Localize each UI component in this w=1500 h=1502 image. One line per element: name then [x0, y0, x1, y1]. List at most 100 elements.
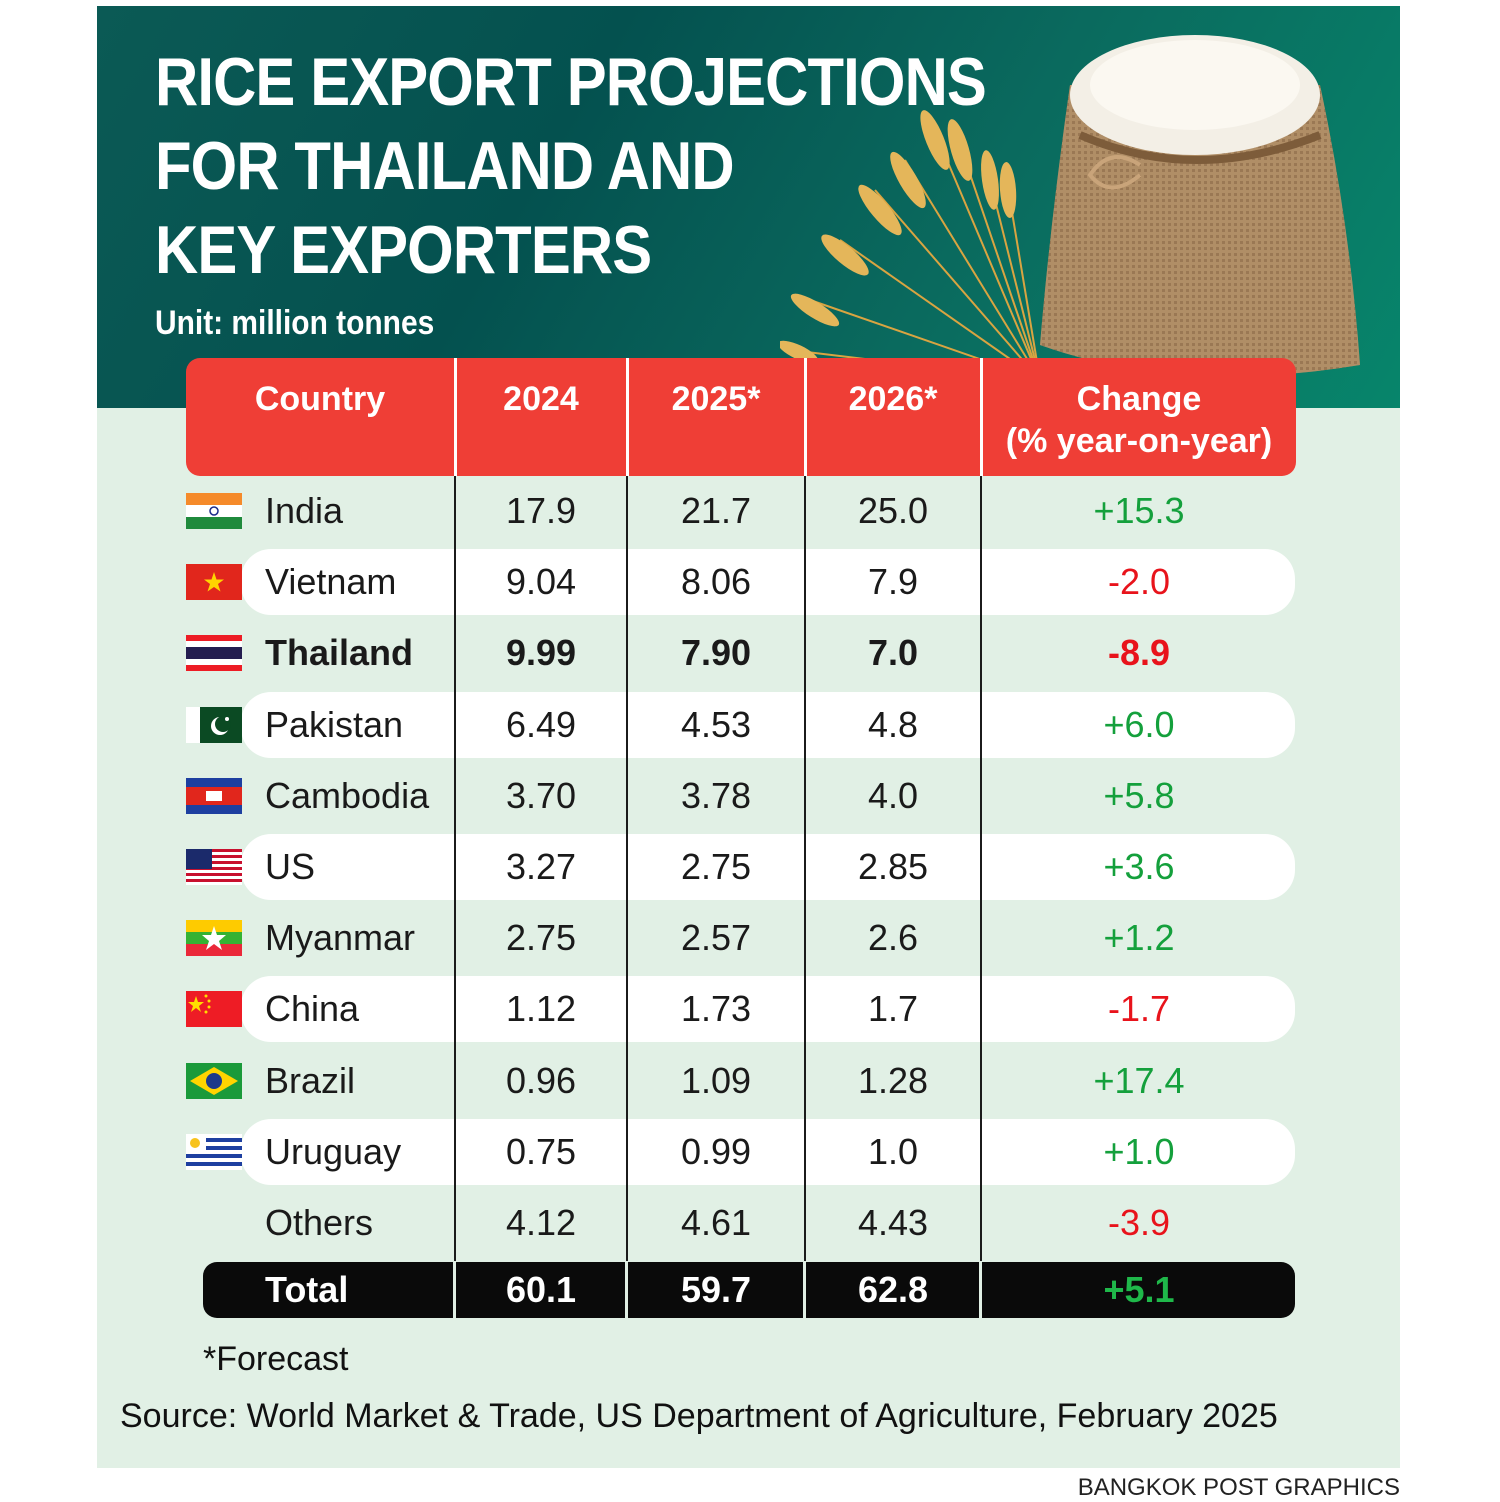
row-band: [241, 549, 1295, 616]
header-divider: [626, 358, 629, 476]
change-value: -3.9: [1107, 1202, 1171, 1243]
country-name: Cambodia: [265, 774, 430, 816]
cambodia-flag-icon: [186, 777, 242, 814]
uruguay-flag-icon: [186, 1133, 242, 1170]
change-value: +15.3: [1093, 490, 1185, 531]
change-value: -1.7: [1107, 988, 1171, 1030]
value-2024: 3.70: [505, 774, 577, 816]
column-header-2026: 2026*: [848, 380, 938, 418]
value-2025: 3.78: [680, 774, 752, 816]
value-2026: 1.7: [867, 988, 919, 1030]
change-value: +3.6: [1103, 846, 1175, 887]
change-value: -8.9: [1107, 632, 1171, 674]
value-2025: 8.06: [680, 561, 752, 603]
source-note: Source: World Market & Trade, US Departm…: [120, 1397, 1278, 1435]
row-band: [241, 976, 1295, 1043]
value-2026: 2.85: [857, 846, 929, 887]
page-title: RICE EXPORT PROJECTIONS FOR THAILAND AND…: [155, 44, 987, 288]
country-name: Brazil: [265, 1059, 356, 1101]
value-2024: 6.49: [505, 703, 577, 745]
change-value: +1.0: [1103, 1130, 1175, 1172]
wheat-illustration-icon: [780, 110, 1041, 380]
value-2026: 2.6: [867, 917, 919, 959]
table-row: Others 4.12 4.61 4.43 -3.9: [186, 1188, 1296, 1258]
total-2026: 62.8: [857, 1269, 929, 1310]
unit-label: Unit: million tonnes: [155, 304, 435, 342]
column-header-2024: 2024: [503, 380, 579, 418]
total-2025: 59.7: [680, 1269, 752, 1310]
value-2025: 21.7: [680, 490, 752, 531]
value-2024: 3.27: [505, 846, 577, 887]
country-name: Myanmar: [265, 917, 416, 959]
change-value: +17.4: [1093, 1059, 1185, 1101]
value-2025: 0.99: [680, 1130, 752, 1172]
value-2026: 7.9: [867, 561, 919, 603]
total-label: Total: [265, 1269, 349, 1310]
column-header-2025: 2025*: [671, 380, 761, 418]
table-row: Thailand 9.99 7.90 7.0 -8.9: [186, 618, 1296, 688]
forecast-note: *Forecast: [203, 1340, 349, 1378]
total-divider: [803, 1262, 806, 1318]
value-2024: 4.12: [505, 1202, 577, 1243]
column-divider: [804, 476, 806, 1261]
country-name: Thailand: [265, 632, 414, 674]
header-divider: [454, 358, 457, 476]
total-divider: [979, 1262, 982, 1318]
value-2025: 1.09: [680, 1059, 752, 1101]
value-2026: 4.8: [867, 703, 919, 745]
value-2024: 2.75: [505, 917, 577, 959]
value-2024: 1.12: [505, 988, 577, 1030]
value-2026: 7.0: [867, 632, 919, 674]
row-band: [241, 691, 1295, 758]
country-name: Vietnam: [265, 561, 397, 603]
india-flag-icon: [186, 493, 242, 529]
table-row: US 3.27 2.75 2.85 +3.6: [186, 832, 1296, 902]
header-divider: [804, 358, 807, 476]
country-name: Pakistan: [265, 703, 404, 745]
header-divider: [980, 358, 983, 476]
row-band: [241, 834, 1295, 900]
change-value: +5.8: [1103, 774, 1175, 816]
total-change: +5.1: [1103, 1269, 1175, 1310]
table-row: China 1.12 1.73 1.7 -1.7: [186, 974, 1296, 1044]
value-2025: 7.90: [680, 632, 752, 674]
country-name: Uruguay: [265, 1130, 402, 1172]
value-2025: 2.75: [680, 846, 752, 887]
total-divider: [625, 1262, 628, 1318]
pakistan-flag-icon: [186, 706, 242, 743]
table-row: India 17.9 21.7 25.0 +15.3: [186, 476, 1296, 546]
change-value: -2.0: [1107, 561, 1171, 603]
column-header-change: Change (% year-on-year): [1005, 380, 1273, 460]
value-2024: 9.04: [505, 561, 577, 603]
column-divider: [626, 476, 628, 1261]
column-divider: [980, 476, 982, 1261]
value-2026: 25.0: [857, 490, 929, 531]
table-row: Uruguay 0.75 0.99 1.0 +1.0: [186, 1117, 1296, 1187]
value-2024: 0.96: [505, 1059, 577, 1101]
column-header-country: Country: [254, 380, 386, 418]
value-2024: 0.75: [505, 1130, 577, 1172]
brazil-flag-icon: [186, 1062, 242, 1099]
graphics-credit: BANGKOK POST GRAPHICS: [1077, 1474, 1400, 1501]
change-value: +6.0: [1103, 703, 1175, 745]
us-flag-icon: [186, 849, 242, 885]
country-name: Others: [265, 1202, 374, 1243]
table-header: Country 2024 2025* 2026* Change (% year-…: [186, 358, 1296, 476]
value-2024: 17.9: [505, 490, 577, 531]
change-value: +1.2: [1103, 917, 1175, 959]
table-row: Pakistan 6.49 4.53 4.8 +6.0: [186, 690, 1296, 760]
total-row: Total 60.1 59.7 62.8 +5.1: [203, 1262, 1295, 1318]
thailand-flag-icon: [186, 635, 242, 672]
country-name: China: [265, 988, 360, 1030]
value-2025: 4.61: [680, 1202, 752, 1243]
rice-sack-illustration-icon: [1040, 35, 1360, 377]
value-2026: 1.28: [857, 1059, 929, 1101]
country-name: India: [265, 490, 344, 531]
value-2024: 9.99: [505, 632, 577, 674]
total-2024: 60.1: [505, 1269, 577, 1310]
country-name: US: [265, 846, 316, 887]
table-row: Vietnam 9.04 8.06 7.9 -2.0: [186, 547, 1296, 617]
value-2025: 1.73: [680, 988, 752, 1030]
value-2025: 4.53: [680, 703, 752, 745]
table-row: Myanmar 2.75 2.57 2.6 +1.2: [186, 903, 1296, 973]
